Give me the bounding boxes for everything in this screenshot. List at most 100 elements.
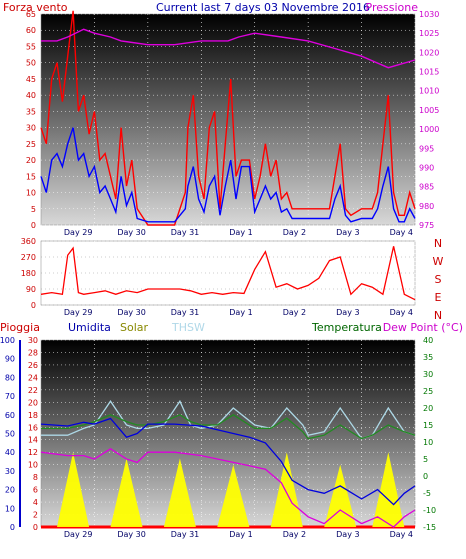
compass-label: N xyxy=(434,237,442,250)
temperature-tick-label: 5 xyxy=(423,455,428,464)
legend-rain: Pioggia xyxy=(0,321,40,334)
legend-temperature: Temperatura xyxy=(311,321,382,334)
rain-tick-label: 2 xyxy=(33,511,38,520)
temperature-tick-label: 35 xyxy=(423,353,433,362)
rain-tick-label: 24 xyxy=(28,373,38,382)
y-tick-label-right: 1015 xyxy=(419,68,439,77)
pressure-line xyxy=(41,28,416,69)
direction-tick-label: 360 xyxy=(21,237,36,246)
legend-thsw: THSW xyxy=(171,321,205,334)
temperature-tick-label: 0 xyxy=(423,472,428,481)
direction-tick-label: 270 xyxy=(21,253,36,262)
thsw-line xyxy=(41,399,416,440)
x-tick-label: Day 31 xyxy=(171,228,200,237)
rain-tick-label: 22 xyxy=(28,386,38,395)
compass-label: N xyxy=(434,309,442,322)
x-tick-label: Day 1 xyxy=(229,308,252,317)
direction-tick-label: 180 xyxy=(21,269,36,278)
x-tick-label: Day 4 xyxy=(390,308,413,317)
header-center-title: Current last 7 days 03 Novembre 2016 xyxy=(156,1,370,14)
x-tick-label: Day 31 xyxy=(171,308,200,317)
humidity-tick-label: 30 xyxy=(5,467,15,476)
y-tick-label-left: 65 xyxy=(26,10,36,19)
y-tick-label-left: 5 xyxy=(31,205,36,214)
x-tick-label: Day 4 xyxy=(390,228,413,237)
grid-layer xyxy=(41,13,416,528)
temperature-line xyxy=(41,414,416,440)
wind-average-line xyxy=(40,127,416,223)
rain-tick-label: 26 xyxy=(28,361,38,370)
humidity-tick-label: 40 xyxy=(5,448,15,457)
y-tick-label-right: 1030 xyxy=(419,10,439,19)
rain-tick-label: 16 xyxy=(28,423,38,432)
x-tick-label: Day 3 xyxy=(336,530,359,539)
y-tick-label-left: 10 xyxy=(26,189,36,198)
y-tick-label-left: 20 xyxy=(26,156,36,165)
x-tick-label: Day 3 xyxy=(336,308,359,317)
legend-solar: Solar xyxy=(120,321,149,334)
x-tick-label: Day 29 xyxy=(64,228,93,237)
humidity-tick-label: 90 xyxy=(5,355,15,364)
tick-labels-layer: 0510152025303540455055606597598098599099… xyxy=(0,10,444,539)
y-tick-label-right: 975 xyxy=(419,221,434,230)
rain-tick-label: 28 xyxy=(28,348,38,357)
humidity-tick-label: 50 xyxy=(5,430,15,439)
direction-tick-label: 90 xyxy=(26,285,36,294)
y-tick-label-left: 35 xyxy=(26,107,36,116)
y-tick-label-right: 995 xyxy=(419,144,434,153)
temperature-tick-label: -5 xyxy=(423,489,431,498)
rain-tick-label: 12 xyxy=(28,448,38,457)
y-tick-label-right: 1010 xyxy=(419,87,439,96)
compass-label: E xyxy=(435,291,442,304)
rain-tick-label: 20 xyxy=(28,398,38,407)
y-tick-label-right: 985 xyxy=(419,183,434,192)
temperature-tick-label: -10 xyxy=(423,506,436,515)
humidity-tick-label: 10 xyxy=(5,504,15,513)
y-tick-label-left: 50 xyxy=(26,59,36,68)
humidity-tick-label: 20 xyxy=(5,486,15,495)
temperature-tick-label: 25 xyxy=(423,387,433,396)
humidity-tick-label: 80 xyxy=(5,373,15,382)
rain-tick-label: 18 xyxy=(28,411,38,420)
rain-tick-label: 4 xyxy=(33,498,38,507)
temperature-tick-label: 15 xyxy=(423,421,433,430)
compass-label: W xyxy=(433,255,444,268)
humidity-tick-label: 100 xyxy=(0,336,15,345)
y-tick-label-left: 55 xyxy=(26,42,36,51)
x-tick-label: Day 3 xyxy=(336,228,359,237)
temperature-tick-label: 30 xyxy=(423,370,433,379)
x-tick-label: Day 2 xyxy=(283,228,306,237)
rain-tick-label: 0 xyxy=(33,523,38,532)
rain-tick-label: 10 xyxy=(28,461,38,470)
x-tick-label: Day 4 xyxy=(390,530,413,539)
y-tick-label-left: 60 xyxy=(26,26,36,35)
x-tick-label: Day 30 xyxy=(117,228,146,237)
rain-tick-label: 30 xyxy=(28,336,38,345)
direction-tick-label: 0 xyxy=(31,301,36,310)
humidity-tick-label: 60 xyxy=(5,411,15,420)
humidity-tick-label: 0 xyxy=(10,523,15,532)
rain-tick-label: 6 xyxy=(33,486,38,495)
temperature-tick-label: 40 xyxy=(423,336,433,345)
x-tick-label: Day 30 xyxy=(117,530,146,539)
x-tick-label: Day 29 xyxy=(64,308,93,317)
y-tick-label-left: 15 xyxy=(26,172,36,181)
y-tick-label-left: 40 xyxy=(26,91,36,100)
dewpoint-line xyxy=(40,448,416,528)
y-tick-label-right: 1025 xyxy=(419,29,439,38)
rain-tick-label: 8 xyxy=(33,473,38,482)
wind-direction-line xyxy=(40,246,416,301)
x-tick-label: Day 29 xyxy=(64,530,93,539)
humidity-line xyxy=(40,417,416,506)
legend-dewpoint: Dew Point (°C) xyxy=(383,321,463,334)
solar-area xyxy=(57,452,405,527)
x-tick-label: Day 2 xyxy=(283,530,306,539)
y-tick-label-right: 1000 xyxy=(419,125,439,134)
data-marks-layer xyxy=(40,10,416,529)
compass-label: S xyxy=(435,273,442,286)
temperature-tick-label: 20 xyxy=(423,404,433,413)
x-tick-label: Day 2 xyxy=(283,308,306,317)
y-tick-label-right: 990 xyxy=(419,163,434,172)
